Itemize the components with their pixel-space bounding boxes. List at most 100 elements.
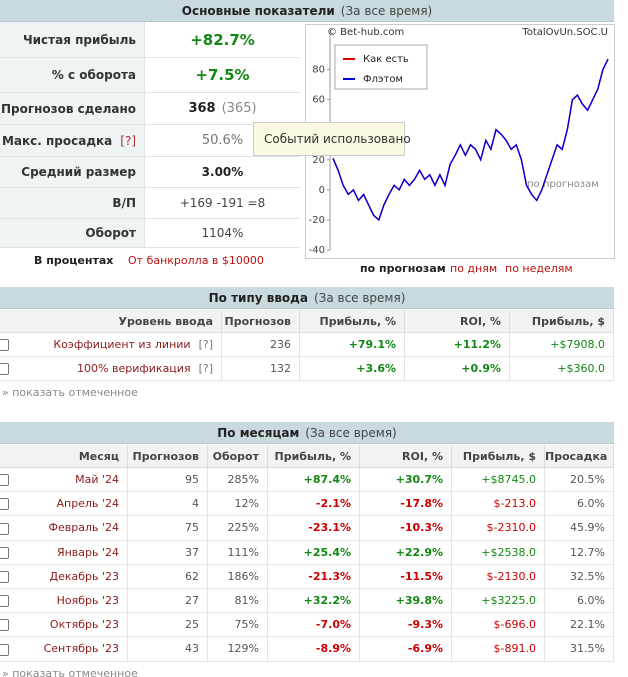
chart-view-link[interactable]: по дням (450, 262, 498, 275)
cell-value: 81% (234, 594, 259, 607)
table-cell: Коэффициент из линии [?] (12, 333, 222, 357)
table-cell: 62 (128, 564, 208, 589)
row-checkbox[interactable] (0, 474, 9, 487)
cell-value: +25.4% (303, 545, 351, 559)
series-line (332, 58, 609, 222)
row-checkbox[interactable] (0, 619, 9, 632)
table-cell: $-891.0 (452, 637, 545, 662)
show-marked-link[interactable]: » показать отмеченное (2, 386, 138, 399)
help-link[interactable]: [?] (120, 134, 136, 148)
row-checkbox[interactable] (0, 595, 9, 608)
cell-value: 75 (185, 521, 199, 535)
cell-value: 236 (270, 338, 291, 351)
cell-value: +$7908.0 (550, 338, 605, 351)
row-checkbox[interactable] (0, 522, 9, 535)
table-cell: -8.9% (268, 637, 360, 662)
cell-value: $-2130.0 (486, 569, 536, 583)
legend-label: Как есть (363, 54, 409, 65)
stat-label: Чистая прибыль (22, 33, 136, 47)
help-link[interactable]: [?] (198, 338, 213, 351)
cell-value: 6.0% (577, 497, 605, 511)
table-cell: +$360.0 (510, 357, 614, 381)
table-row (0, 516, 614, 541)
section-header: Основные показатели (За все время) (0, 0, 614, 22)
row-checkbox[interactable] (0, 570, 9, 583)
table-cell: 22.1% (545, 613, 614, 638)
row-name: Декабрь '23 (49, 569, 119, 583)
row-checkbox[interactable] (0, 498, 9, 511)
tooltip: Событий использовано (253, 122, 411, 156)
section-period: (За все время) (313, 291, 406, 305)
cell-value: 75% (234, 618, 259, 632)
row-name: Октябрь '23 (49, 618, 119, 632)
table-row (0, 613, 614, 638)
table-cell: -2.1% (268, 492, 360, 517)
cell-value: -21.3% (308, 569, 351, 583)
section-period: (За все время) (305, 426, 397, 440)
stat-label-cell: В/П (0, 188, 145, 219)
column-header: Прибыль, % (300, 310, 405, 333)
cell-value: 6.0% (577, 594, 605, 607)
row-checkbox[interactable] (0, 546, 9, 559)
table-cell: -9.3% (360, 613, 452, 638)
cell-value: 132 (270, 362, 291, 375)
stat-label-cell: Чистая прибыль (0, 22, 145, 58)
y-tick-label: -20 (309, 215, 325, 226)
stat-value: +82.7% (190, 31, 255, 49)
table-cell: +30.7% (360, 468, 452, 493)
table-cell: +87.4% (268, 468, 360, 493)
table-cell: 6.0% (545, 589, 614, 614)
stat-label-cell: Средний размер (0, 157, 145, 188)
table-cell: 43 (128, 637, 208, 662)
table-cell: 75 (128, 516, 208, 541)
row-name: 100% верификация (77, 362, 191, 375)
y-tick-label: -40 (309, 245, 325, 256)
watermark: по прогнозам (527, 179, 599, 190)
cell-value: 129% (227, 642, 259, 656)
stat-label-cell: Прогнозов сделано (0, 93, 145, 125)
stat-value: +169 -191 =8 (179, 196, 266, 210)
table-cell: 186% (208, 564, 268, 589)
stat-value-cell: 50.6% (145, 125, 300, 157)
table-cell: 25 (128, 613, 208, 638)
cell-value: 285% (227, 473, 259, 486)
table-cell: 95 (128, 468, 208, 493)
cell-value: +30.7% (395, 473, 443, 486)
table-cell: 100% верификация [?] (12, 357, 222, 381)
table-cell: 4 (128, 492, 208, 517)
cell-value: -6.9% (407, 642, 443, 656)
table-cell: 12.7% (545, 540, 614, 565)
row-name: Апрель '24 (56, 497, 120, 511)
y-tick-label: 20 (312, 155, 325, 166)
stat-extra: (365) (221, 101, 257, 116)
table-cell: 225% (208, 516, 268, 541)
bankroll-link[interactable]: От банкролла в $10000 (128, 254, 264, 267)
cell-value: 111% (227, 545, 259, 559)
show-marked-link[interactable]: » показать отмеченное (2, 666, 138, 677)
row-checkbox[interactable] (0, 339, 9, 351)
table-cell: 32.5% (545, 564, 614, 589)
cell-value: 95 (185, 473, 199, 486)
table-cell: +79.1% (300, 333, 405, 357)
chart-view-link[interactable]: по неделям (505, 262, 573, 275)
table-cell: -23.1% (268, 516, 360, 541)
stat-label-cell: Оборот (0, 219, 145, 248)
table-cell: +$2538.0 (452, 540, 545, 565)
help-link[interactable]: [?] (198, 362, 213, 375)
column-header: ROI, % (360, 445, 452, 468)
cell-value: 31.5% (570, 642, 605, 656)
table-head-row (0, 445, 614, 468)
stat-value: 368 (188, 101, 216, 116)
y-tick-label: 0 (319, 185, 325, 196)
table-cell: Октябрь '23 (12, 613, 128, 638)
stat-value: 3.00% (201, 165, 244, 179)
cell-value: 4 (192, 497, 199, 511)
cell-value: 12% (234, 497, 259, 511)
stat-label: Макс. просадка (1, 134, 113, 148)
table-cell: $-2130.0 (452, 564, 545, 589)
cell-value: $-696.0 (493, 618, 536, 632)
row-checkbox[interactable] (0, 363, 9, 375)
cell-value: +22.9% (395, 545, 443, 559)
column-header: Прибыль, % (268, 445, 360, 468)
row-checkbox[interactable] (0, 643, 9, 656)
